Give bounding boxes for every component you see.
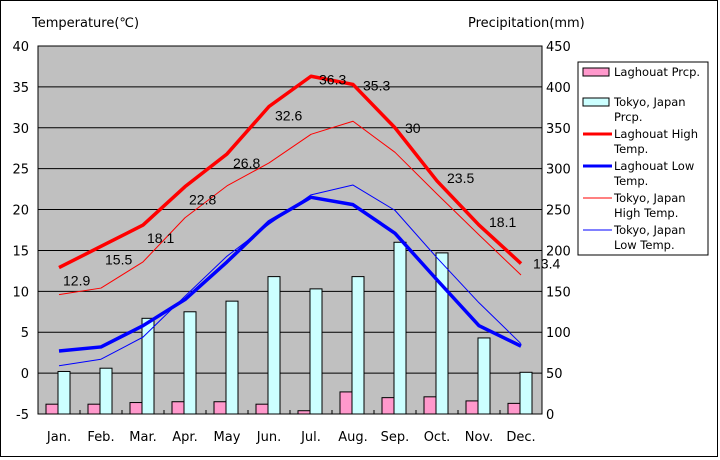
line-laghouat-high-temp <box>58 74 523 270</box>
plot-background <box>37 45 543 415</box>
x-axis-tick-label: Feb. <box>87 430 114 445</box>
data-label: 22.8 <box>189 192 216 208</box>
x-axis-tick-label: Dec. <box>506 430 535 445</box>
legend-label: Tokyo, Japan <box>613 223 686 237</box>
bar-laghouat-prcp <box>213 401 227 415</box>
data-label: 15.5 <box>105 251 132 267</box>
x-axis-tick-label: Jul. <box>300 430 321 445</box>
bar-tokyo-prcp <box>351 276 365 415</box>
bar-tokyo-prcp <box>393 241 407 415</box>
bar-laghouat-prcp <box>255 403 269 415</box>
right-axis-tick-label: 300 <box>546 163 571 178</box>
bar-laghouat-prcp <box>423 396 437 415</box>
bar-tokyo-prcp <box>309 288 323 415</box>
bar-laghouat-prcp <box>45 403 59 415</box>
bar-laghouat-prcp <box>507 402 521 415</box>
data-label: 12.9 <box>63 273 90 289</box>
data-label: 18.1 <box>489 214 516 230</box>
left-axis-tick-label: 40 <box>12 40 29 55</box>
data-label: 35.3 <box>363 77 390 93</box>
legend-label: Prcp. <box>614 110 643 124</box>
bar-laghouat-prcp <box>465 400 479 415</box>
data-label: 26.8 <box>233 155 260 171</box>
legend-label: Tokyo, Japan <box>613 191 686 205</box>
bar-tokyo-prcp <box>267 276 281 415</box>
right-axis-tick-label: 100 <box>546 326 571 341</box>
legend: Laghouat Prcp.Tokyo, JapanPrcp.Laghouat … <box>577 61 709 256</box>
data-label: 32.6 <box>275 108 302 124</box>
right-axis-tick-label: 450 <box>546 40 571 55</box>
right-axis-tick-label: 200 <box>546 244 571 259</box>
bar-tokyo-prcp <box>57 370 71 415</box>
data-label: 13.4 <box>533 256 560 272</box>
bar-tokyo-prcp <box>477 337 491 415</box>
bar-tokyo-prcp <box>435 252 449 415</box>
legend-label: Laghouat Prcp. <box>614 65 700 79</box>
bar-tokyo-prcp <box>141 317 155 415</box>
legend-label: Temp. <box>613 174 648 188</box>
right-axis-tick-label: 350 <box>546 122 571 137</box>
bar-tokyo-prcp <box>99 367 113 415</box>
legend-label: Temp. <box>613 142 648 156</box>
x-axis-tick-label: Aug. <box>338 430 368 445</box>
x-axis-tick-label: May <box>214 430 241 445</box>
left-axis-tick-label: 5 <box>21 326 29 341</box>
plot-area: -505101520253035400501001502002503003504… <box>12 40 570 445</box>
bar-tokyo-prcp <box>183 311 197 415</box>
left-axis-title: Temperature(℃) <box>31 16 139 31</box>
bar-laghouat-prcp <box>129 402 143 415</box>
bar-laghouat-prcp <box>171 401 185 415</box>
left-axis-tick-label: 20 <box>12 204 29 219</box>
right-axis-tick-label: 400 <box>546 81 571 96</box>
left-axis-tick-label: -5 <box>16 408 29 423</box>
right-axis-tick-label: 50 <box>546 367 563 382</box>
line-laghouat-low-temp <box>58 195 522 353</box>
x-axis-tick-label: Nov. <box>465 430 494 445</box>
x-axis-tick-label: Apr. <box>172 430 197 445</box>
data-label: 30 <box>405 120 421 136</box>
legend-box <box>577 61 709 256</box>
left-axis-tick-label: 25 <box>12 163 29 178</box>
x-axis-tick-label: Mar. <box>129 430 156 445</box>
left-axis-tick-label: 35 <box>12 81 29 96</box>
data-label: 36.3 <box>319 71 346 87</box>
legend-label: Tokyo, Japan <box>613 95 686 109</box>
bar-laghouat-prcp <box>297 410 311 415</box>
legend-label: High Temp. <box>614 206 678 220</box>
left-axis-tick-label: 0 <box>21 367 29 382</box>
x-axis-tick-label: Sep. <box>381 430 410 445</box>
left-axis-tick-label: 15 <box>12 244 29 259</box>
bar-laghouat-prcp <box>339 391 353 415</box>
right-axis-tick-label: 150 <box>546 285 571 300</box>
left-axis-tick-label: 30 <box>12 122 29 137</box>
bar-laghouat-prcp <box>87 403 101 415</box>
legend-swatch-bar <box>582 97 610 107</box>
data-label: 18.1 <box>147 230 174 246</box>
legend-label: Low Temp. <box>614 238 675 252</box>
left-axis-tick-label: 10 <box>12 285 29 300</box>
right-axis-title: Precipitation(mm) <box>468 16 585 31</box>
legend-label: Laghouat Low <box>614 159 694 173</box>
right-axis-tick-label: 250 <box>546 204 571 219</box>
bar-tokyo-prcp <box>225 300 239 415</box>
x-axis-tick-label: Jan. <box>46 430 71 445</box>
bar-tokyo-prcp <box>519 371 533 415</box>
line-tokyo-japan-high-temp <box>58 120 522 296</box>
x-axis-tick-label: Jun. <box>256 430 281 445</box>
data-label: 23.5 <box>447 170 474 186</box>
bar-laghouat-prcp <box>381 397 395 415</box>
legend-label: Laghouat High <box>614 127 698 141</box>
x-axis-tick-label: Oct. <box>424 430 451 445</box>
legend-swatch-bar <box>582 67 610 77</box>
right-axis-tick-label: 0 <box>546 408 554 423</box>
